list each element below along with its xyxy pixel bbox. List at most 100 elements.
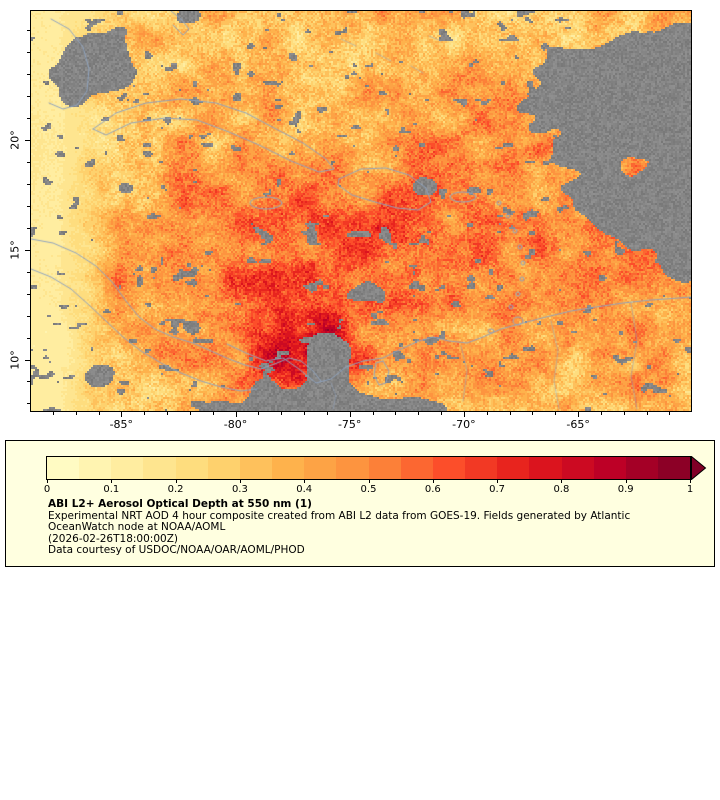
aod-map-figure: -85° -80° -75° -70° -65° 20° 15° 10°	[8, 10, 692, 431]
lon-tick-label: -75°	[337, 418, 362, 431]
lon-major-tick	[235, 412, 237, 417]
lat-minor-tick	[27, 161, 30, 163]
lon-minor-tick	[75, 412, 77, 415]
colorbar-tick	[175, 480, 177, 483]
colorbar-tick-label: 0	[43, 484, 51, 495]
colorbar-tick-label: 0.6	[424, 484, 441, 495]
lon-minor-tick	[532, 412, 534, 415]
lon-tick-label: -85°	[109, 418, 134, 431]
colorbar-tick-label: 0.3	[231, 484, 248, 495]
lon-minor-tick	[418, 412, 420, 415]
colorbar-tick	[497, 480, 499, 483]
lon-minor-tick	[189, 412, 191, 415]
lat-minor-tick	[27, 271, 30, 273]
colorbar-tick-label: 0.2	[167, 484, 184, 495]
map-frame	[30, 10, 692, 412]
lon-minor-tick	[395, 412, 397, 415]
lat-minor-tick	[27, 183, 30, 185]
colorbar-tick-label: 0.9	[617, 484, 634, 495]
lon-minor-tick	[623, 412, 625, 415]
colorbar-segment	[47, 457, 80, 479]
colorbar-segment	[432, 457, 466, 479]
lat-major-tick	[25, 359, 30, 361]
lat-minor-tick	[27, 227, 30, 229]
lat-minor-tick	[27, 73, 30, 75]
colorbar-tick-label: 0.7	[489, 484, 506, 495]
coastline-overlay-canvas	[31, 11, 691, 411]
lon-minor-tick	[555, 412, 557, 415]
legend-text-block: ABI L2+ Aerosol Optical Depth at 550 nm …	[48, 498, 630, 557]
colorbar-tick	[111, 480, 113, 483]
legend-credit: Data courtesy of USDOC/NOAA/OAR/AOML/PHO…	[48, 544, 305, 556]
colorbar-segment	[368, 457, 401, 479]
colorbar-tick-label: 0.5	[360, 484, 377, 495]
colorbar-tick	[368, 480, 370, 483]
colorbar-segment	[593, 457, 626, 479]
lon-major-tick	[578, 412, 580, 417]
colorbar-tick	[47, 480, 48, 483]
lon-minor-tick	[646, 412, 648, 415]
legend-title: ABI L2+ Aerosol Optical Depth at 550 nm …	[48, 498, 312, 510]
colorbar-segment	[272, 457, 305, 479]
lon-minor-tick	[144, 412, 146, 415]
lat-major-tick	[25, 139, 30, 141]
colorbar-tick-label: 1	[686, 484, 694, 495]
lat-minor-tick	[27, 205, 30, 207]
colorbar-segment	[529, 457, 562, 479]
colorbar-tick-label: 0.1	[103, 484, 120, 495]
colorbar-segment	[175, 457, 208, 479]
lon-tick-label: -80°	[223, 418, 248, 431]
lon-minor-tick	[486, 412, 488, 415]
colorbar-tick-label: 0.8	[553, 484, 570, 495]
lat-tick-label: 15°	[8, 239, 22, 260]
colorbar-segment	[657, 457, 691, 479]
colorbar	[46, 456, 691, 480]
colorbar-segment	[465, 457, 498, 479]
lat-minor-tick	[27, 381, 30, 383]
lon-minor-tick	[258, 412, 260, 415]
lat-tick-label: 10°	[8, 349, 22, 370]
lat-minor-tick	[27, 315, 30, 317]
lon-minor-tick	[441, 412, 443, 415]
lon-tick-label: -65°	[566, 418, 590, 431]
colorbar-segment	[111, 457, 144, 479]
colorbar-tick	[304, 480, 306, 483]
lat-minor-tick	[27, 95, 30, 97]
lat-tick-label: 20°	[8, 129, 22, 150]
lon-tick-label: -70°	[452, 418, 476, 431]
colorbar-segment	[561, 457, 594, 479]
colorbar-segment	[497, 457, 530, 479]
lon-minor-tick	[509, 412, 511, 415]
colorbar-tick	[239, 480, 241, 483]
lon-minor-tick	[52, 412, 54, 415]
colorbar-tick-label: 0.4	[296, 484, 313, 495]
lon-minor-tick	[600, 412, 602, 415]
lon-minor-tick	[167, 412, 168, 415]
colorbar-segment	[143, 457, 176, 479]
lon-minor-tick	[281, 412, 283, 415]
legend-timestamp: (2026-02-26T18:00:00Z)	[48, 532, 178, 545]
colorbar-segment	[79, 457, 112, 479]
colorbar-tick	[625, 480, 627, 483]
colorbar-segment	[239, 457, 273, 479]
colorbar-segment	[336, 457, 369, 479]
lat-minor-tick	[27, 29, 30, 31]
lon-minor-tick	[326, 412, 328, 415]
colorbar-segment	[207, 457, 240, 479]
colorbar-segment	[400, 457, 433, 479]
colorbar-tick	[432, 480, 434, 483]
lon-minor-tick	[669, 412, 671, 415]
colorbar-segment	[625, 457, 658, 479]
lon-minor-tick	[98, 412, 100, 415]
lon-minor-tick	[212, 412, 214, 415]
colorbar-overflow-arrow	[691, 456, 707, 480]
colorbar-tick	[690, 480, 691, 483]
lon-major-tick	[463, 412, 465, 417]
colorbar-tick	[561, 480, 563, 483]
legend-panel: 0 0.1 0.2 0.3 0.4 0.5 0.6 0.7 0.8 0.9 1 ABI L2+ Ae…	[5, 440, 715, 567]
lat-minor-tick	[27, 337, 30, 339]
lon-major-tick	[121, 412, 123, 417]
lat-minor-tick	[27, 117, 30, 119]
legend-description-line: OceanWatch node at NOAA/AOML	[48, 521, 226, 533]
lon-major-tick	[349, 412, 351, 417]
